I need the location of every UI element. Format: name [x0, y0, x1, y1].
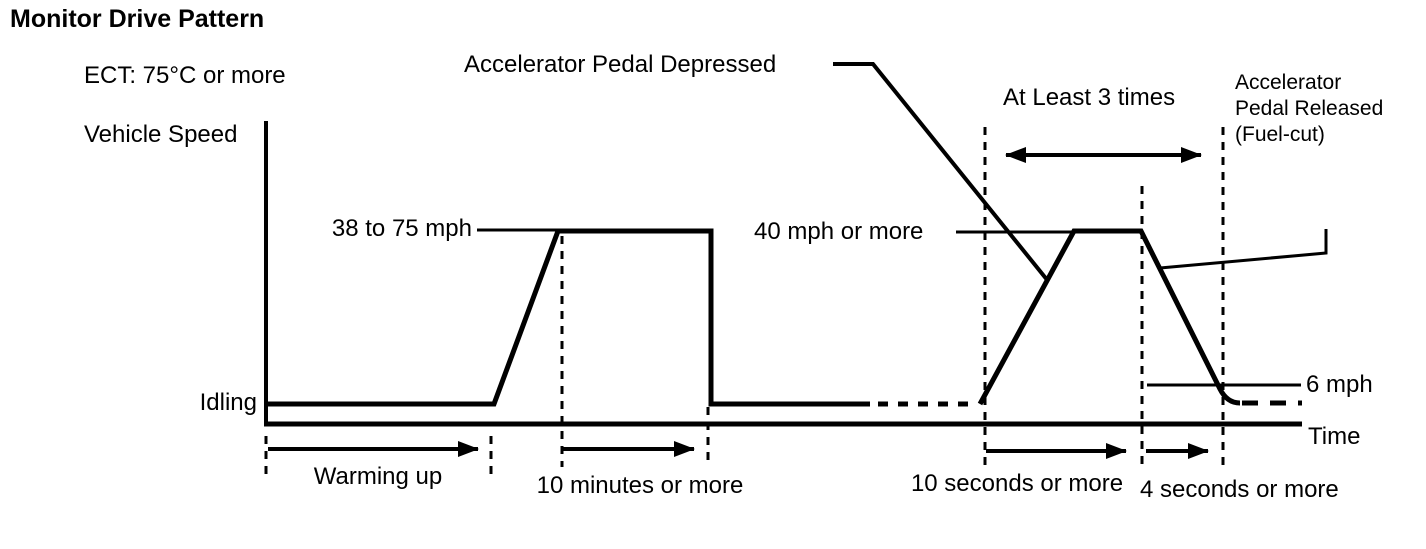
- pedal-depressed-leader-line: [833, 62, 1050, 283]
- interval-ten-minutes: 10 minutes or more: [536, 472, 744, 499]
- speed-trace-pulse2: [977, 228, 1241, 406]
- ect-condition-label: ECT: 75°C or more: [84, 62, 286, 89]
- pedal-released-line-3: (Fuel-cut): [1235, 123, 1325, 146]
- page-title: Monitor Drive Pattern: [10, 5, 265, 33]
- interval-warming-up: Warming up: [313, 463, 443, 490]
- interval-ten-seconds: 10 seconds or more: [910, 470, 1124, 497]
- cruise1-speed-label: 38 to 75 mph: [331, 215, 472, 242]
- fuel-cut-speed-label: 6 mph: [1306, 371, 1373, 398]
- repeat-count-callout: At Least 3 times: [1003, 84, 1176, 111]
- dashed-guides: [264, 127, 1225, 478]
- pedal-released-line-2: Pedal Released: [1235, 97, 1384, 120]
- cruise2-speed-label: 40 mph or more: [754, 218, 924, 245]
- pedal-released-line-1: Accelerator: [1235, 71, 1342, 94]
- pedal-released-callout: Accelerator Pedal Released (Fuel-cut): [1235, 70, 1383, 148]
- interval-four-seconds: 4 seconds or more: [1140, 476, 1339, 503]
- y-axis-label: Vehicle Speed: [84, 121, 238, 148]
- idling-label: Idling: [199, 389, 257, 416]
- pedal-depressed-callout: Accelerator Pedal Depressed: [464, 51, 777, 78]
- x-axis-label: Time: [1308, 423, 1361, 450]
- pedal-released-leader-line: [1159, 229, 1328, 270]
- speed-trace-pulse1: [266, 228, 870, 407]
